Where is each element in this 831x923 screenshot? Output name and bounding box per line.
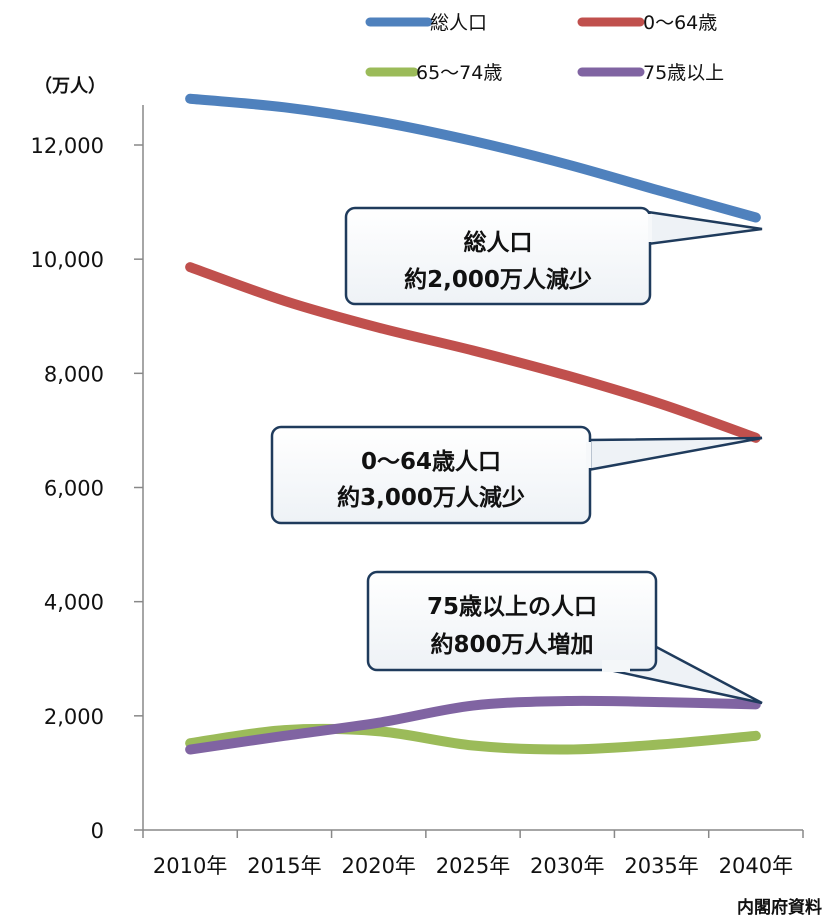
y-tick-label: 4,000 [44,591,104,615]
callout-box-0-64 [270,425,592,525]
x-tick-label: 2015年 [247,854,321,878]
x-tick-label: 2025年 [436,854,510,878]
x-tick-label: 2040年 [719,854,793,878]
y-tick-label: 8,000 [44,362,104,386]
callout-0-64: 0〜64歳人口 約3,000万人減少 [270,425,763,525]
y-tick-label: 6,000 [44,477,104,501]
series-line-75plus [185,695,761,755]
callout-title-75plus: 75歳以上の人口 [427,594,597,620]
callout-box-total [344,206,652,306]
y-tick-label: 2,000 [44,705,104,729]
callout-value-total: 約2,000万人減少 [404,266,592,293]
callout-75plus: 75歳以上の人口 約800万人増加 [366,570,763,705]
y-tick-label: 10,000 [31,248,104,272]
callout-box-75plus [366,570,658,672]
callout-total: 総人口 約2,000万人減少 [344,206,763,306]
callout-pointer-0-64 [586,436,763,472]
series-line-total [185,93,761,223]
source-note: 内閣府資料 [737,897,822,918]
y-unit-label: （万人） [34,76,106,97]
series-line-65-74 [185,723,761,755]
x-tick-label: 2020年 [341,854,415,878]
x-tick-label: 2035年 [624,854,698,878]
callout-title-0-64: 0〜64歳人口 [361,449,501,475]
legend: 総人口 0〜64歳 65〜74歳 75歳以上 [365,12,724,84]
callout-title-total: 総人口 [464,229,533,256]
legend-item-65-74: 65〜74歳 [365,62,502,84]
legend-label-75plus: 75歳以上 [643,62,724,84]
legend-item-0-64: 0〜64歳 [577,12,717,34]
series-layer [185,93,761,755]
x-tick-label: 2010年 [153,854,227,878]
y-axis: 0 2,000 4,000 6,000 8,000 10,000 12,000 [31,134,143,843]
legend-item-total: 総人口 [365,12,487,34]
legend-label-0-64: 0〜64歳 [643,12,717,34]
x-axis: 2010年 2015年 2020年 2025年 2030年 2035年 2040年 [142,830,804,878]
legend-item-75plus: 75歳以上 [577,62,724,84]
series-line-0-64 [185,262,761,443]
callout-value-75plus: 約800万人増加 [430,631,593,658]
legend-label-total: 総人口 [430,12,487,34]
y-tick-label: 0 [91,819,104,843]
y-tick-label: 12,000 [31,134,104,158]
x-tick-label: 2030年 [530,854,604,878]
legend-label-65-74: 65〜74歳 [416,62,502,84]
callout-value-0-64: 約3,000万人減少 [337,484,525,511]
